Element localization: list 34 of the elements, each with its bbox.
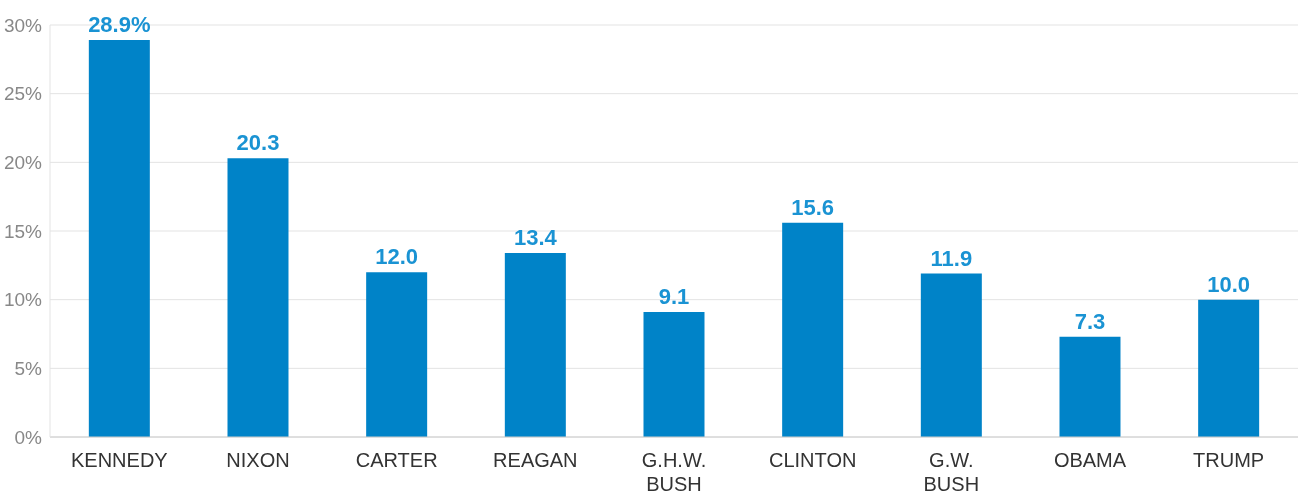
x-tick-label: NIXON — [226, 449, 290, 471]
x-tick-label: TRUMP — [1193, 449, 1265, 471]
y-tick-label: 25% — [3, 83, 43, 105]
x-tick-label: G.W. BUSH — [923, 449, 980, 495]
bar — [504, 252, 566, 437]
bar — [1198, 299, 1260, 437]
data-label: 10.0 — [1207, 271, 1251, 297]
y-tick-label: 20% — [3, 152, 43, 174]
data-label: 28.9% — [88, 12, 151, 38]
data-label: 20.3 — [236, 130, 280, 156]
bar — [227, 158, 289, 437]
bar — [643, 312, 705, 437]
bar — [920, 273, 982, 437]
x-tick-label: CLINTON — [768, 449, 857, 471]
y-tick-label: 5% — [14, 358, 43, 380]
y-tick-label: 30% — [3, 14, 43, 36]
x-tick-label: OBAMA — [1053, 449, 1127, 471]
bar — [366, 272, 428, 437]
y-tick-label: 15% — [3, 220, 43, 242]
data-label: 9.1 — [658, 284, 690, 310]
x-tick-label: KENNEDY — [70, 449, 168, 471]
data-label: 7.3 — [1074, 308, 1106, 334]
bar — [88, 40, 150, 437]
data-label: 11.9 — [930, 245, 973, 271]
x-tick-label: REAGAN — [493, 449, 578, 471]
data-label: 15.6 — [791, 194, 835, 220]
data-label: 13.4 — [513, 224, 558, 250]
y-tick-label: 0% — [14, 426, 43, 448]
data-label: 12.0 — [375, 244, 419, 270]
x-tick-label: CARTER — [355, 449, 438, 471]
x-tick-label: G.H.W. BUSH — [641, 449, 707, 495]
y-tick-label: 10% — [3, 289, 43, 311]
bar — [1059, 336, 1121, 437]
bar — [782, 222, 844, 437]
